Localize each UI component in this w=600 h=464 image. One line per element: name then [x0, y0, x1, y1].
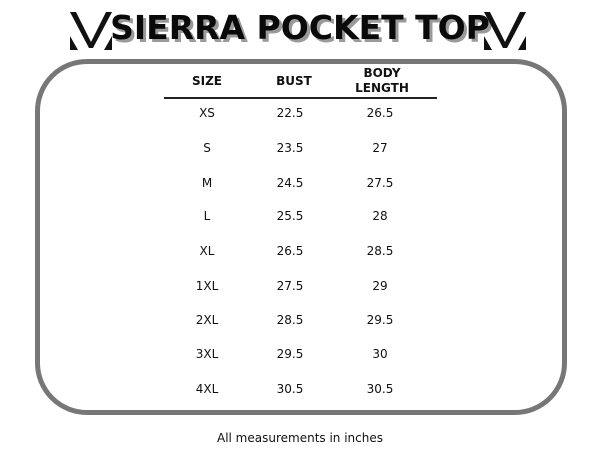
- cell-size: 3XL: [195, 347, 219, 361]
- cell-body-length: 26.5: [366, 106, 394, 120]
- cell-body-length: 29: [372, 279, 388, 293]
- cell-body-length: 28: [372, 209, 388, 223]
- cell-bust: 27.5: [276, 279, 304, 293]
- cell-bust: 26.5: [276, 244, 304, 258]
- cell-bust: 23.5: [276, 141, 304, 155]
- cell-size: 1XL: [195, 279, 219, 293]
- cell-bust: 30.5: [276, 382, 304, 396]
- header-divider: [164, 97, 437, 99]
- cell-body-length: 27: [372, 141, 388, 155]
- cell-body-length: 30.5: [366, 382, 394, 396]
- cell-bust: 28.5: [276, 313, 304, 327]
- header-size: SIZE: [191, 74, 222, 88]
- page-title: SIERRA POCKET TOP: [110, 8, 490, 47]
- header-body-length: BODY LENGTH: [355, 66, 409, 95]
- cell-body-length: 27.5: [366, 176, 394, 190]
- cell-bust: 25.5: [276, 209, 304, 223]
- header-bust: BUST: [276, 74, 312, 88]
- table-frame: [35, 59, 567, 415]
- cell-size: XS: [199, 106, 215, 120]
- cell-size: M: [201, 176, 213, 190]
- cell-bust: 29.5: [276, 347, 304, 361]
- cell-body-length: 30: [372, 347, 388, 361]
- logo-right-icon: [484, 12, 526, 50]
- cell-size: 2XL: [195, 313, 219, 327]
- cell-size: 4XL: [195, 382, 219, 396]
- cell-bust: 24.5: [276, 176, 304, 190]
- footnote: All measurements in inches: [216, 431, 383, 445]
- cell-size: L: [203, 209, 211, 223]
- logo-left-icon: [70, 12, 112, 50]
- cell-body-length: 29.5: [366, 313, 394, 327]
- cell-size: S: [203, 141, 211, 155]
- cell-size: XL: [199, 244, 215, 258]
- cell-bust: 22.5: [276, 106, 304, 120]
- cell-body-length: 28.5: [366, 244, 394, 258]
